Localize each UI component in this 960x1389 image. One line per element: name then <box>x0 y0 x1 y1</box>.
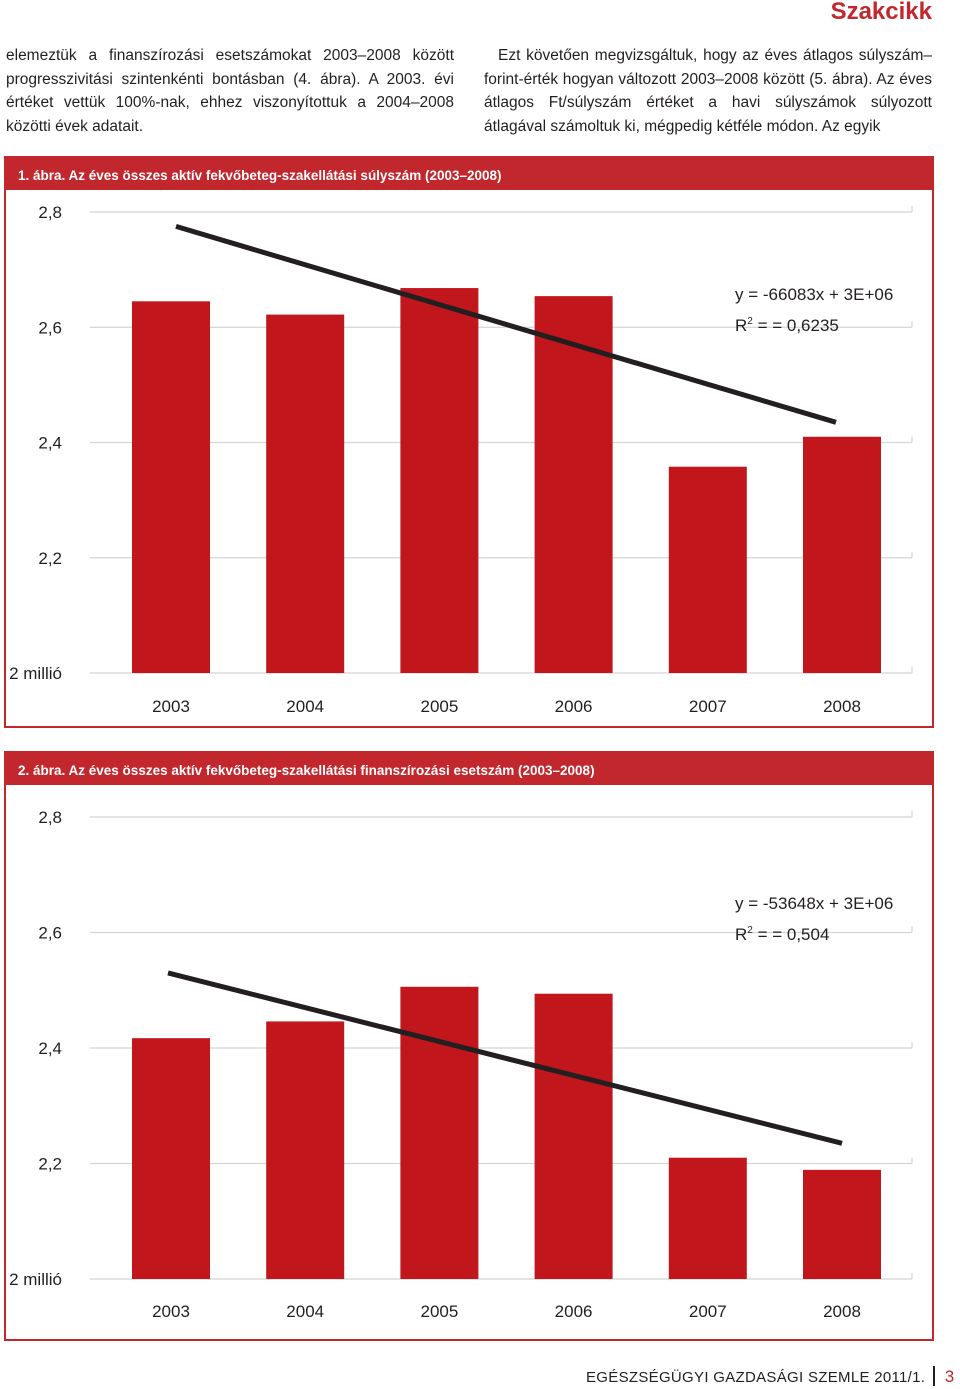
bar <box>668 466 747 673</box>
figure-1-chart: 2 millió 2,2 2,4 2,6 2,8 2003 2004 2005 2006 2007… <box>9 203 913 716</box>
x-tick-label: 2008 <box>823 697 861 716</box>
bar <box>803 1169 881 1279</box>
x-tick-label: 2003 <box>152 697 190 716</box>
footer-divider <box>933 1366 935 1386</box>
page-footer: EGÉSZSÉGÜGYI GAZDASÁGI SZEMLE 2011/1. 3 <box>586 1366 955 1387</box>
x-tick-label: 2008 <box>823 1302 861 1321</box>
r-squared: R2 = = 0,504 <box>735 925 829 944</box>
y-tick-label: 2,4 <box>38 434 62 453</box>
y-tick-label: 2,6 <box>38 318 62 337</box>
bar <box>534 993 613 1279</box>
y-tick-label: 2,8 <box>38 203 62 222</box>
trendline <box>167 970 843 1146</box>
r-squared: R2 = = 0,6235 <box>735 316 839 335</box>
page-number: 3 <box>944 1367 955 1386</box>
paragraph-left: elemeztük a finanszírozási esetszámokat … <box>6 47 454 135</box>
x-tick-label: 2007 <box>689 697 727 716</box>
bar <box>132 301 210 673</box>
bar <box>266 1021 345 1279</box>
bar <box>400 288 479 673</box>
y-tick-label: 2 millió <box>9 1270 62 1289</box>
x-tick-label: 2007 <box>689 1302 727 1321</box>
bar <box>803 436 881 673</box>
trendline <box>175 224 837 425</box>
paragraph-right: Ezt követően megvizsgáltuk, hogy az éves… <box>484 47 932 135</box>
chart-plot: 2 millió 2,2 2,4 2,6 2,8 2003 2004 2005 2006 2007… <box>9 203 913 716</box>
figure-1: 1. ábra. Az éves összes aktív fekvőbeteg… <box>4 156 934 728</box>
figure-2-caption: 2. ábra. Az éves összes aktív fekvőbeteg… <box>6 753 932 785</box>
bar <box>266 314 345 673</box>
bar <box>668 1157 747 1279</box>
x-tick-label: 2005 <box>420 697 458 716</box>
bar <box>534 296 613 673</box>
trendline-equation: y = -53648x + 3E+06 <box>735 894 893 913</box>
x-tick-label: 2006 <box>555 1302 593 1321</box>
y-tick-label: 2 millió <box>9 664 62 683</box>
section-tag: Szakcikk <box>830 0 932 25</box>
y-tick-label: 2,8 <box>38 808 62 827</box>
figure-2-chart: 2 millió 2,2 2,4 2,6 2,8 2003 2004 2005 2006 2007… <box>9 808 913 1321</box>
x-tick-label: 2004 <box>286 1302 324 1321</box>
journal-name: EGÉSZSÉGÜGYI GAZDASÁGI SZEMLE 2011/1. <box>586 1369 926 1386</box>
trendline-equation: y = -66083x + 3E+06 <box>735 285 893 304</box>
bar <box>132 1038 210 1279</box>
y-tick-label: 2,2 <box>38 1155 62 1174</box>
x-tick-label: 2006 <box>555 697 593 716</box>
body-text-right: Ezt követően megvizsgáltuk, hogy az éves… <box>484 44 932 138</box>
chart-plot: 2 millió 2,2 2,4 2,6 2,8 2003 2004 2005 2006 2007… <box>9 808 913 1321</box>
body-text-left: elemeztük a finanszírozási esetszámokat … <box>6 44 454 138</box>
y-tick-label: 2,6 <box>38 924 62 943</box>
bar <box>400 986 479 1279</box>
x-tick-label: 2003 <box>152 1302 190 1321</box>
figure-1-caption: 1. ábra. Az éves összes aktív fekvőbeteg… <box>6 158 932 190</box>
y-tick-label: 2,4 <box>38 1039 62 1058</box>
x-tick-label: 2005 <box>420 1302 458 1321</box>
y-tick-label: 2,2 <box>38 549 62 568</box>
x-tick-label: 2004 <box>286 697 324 716</box>
figure-2: 2. ábra. Az éves összes aktív fekvőbeteg… <box>4 751 934 1341</box>
